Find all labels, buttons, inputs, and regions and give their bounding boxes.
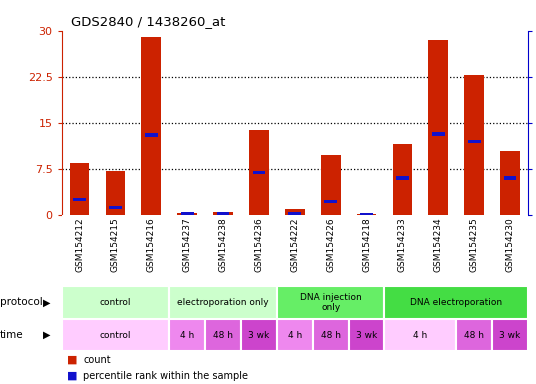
Bar — [392, 144, 412, 215]
Text: 48 h: 48 h — [464, 331, 484, 339]
Text: percentile rank within the sample: percentile rank within the sample — [83, 371, 248, 381]
Text: protocol: protocol — [0, 297, 43, 308]
Bar — [109, 206, 122, 209]
Bar — [312, 319, 348, 351]
Text: GSM154230: GSM154230 — [505, 217, 515, 272]
Text: GSM154238: GSM154238 — [219, 217, 228, 272]
Bar — [456, 319, 492, 351]
Text: 3 wk: 3 wk — [356, 331, 377, 339]
Bar — [277, 286, 384, 319]
Bar — [396, 177, 409, 180]
Bar — [428, 40, 448, 215]
Text: GSM154218: GSM154218 — [362, 217, 371, 272]
Bar — [285, 209, 304, 215]
Text: 48 h: 48 h — [213, 331, 233, 339]
Text: ▶: ▶ — [43, 330, 51, 340]
Bar — [288, 212, 301, 215]
Bar — [70, 163, 90, 215]
Bar — [468, 140, 481, 143]
Bar — [181, 212, 193, 215]
Text: control: control — [100, 331, 131, 339]
Bar — [360, 213, 373, 216]
Bar — [145, 133, 158, 137]
Bar — [504, 177, 517, 180]
Bar — [252, 171, 265, 174]
Text: DNA electroporation: DNA electroporation — [410, 298, 502, 307]
Bar — [73, 198, 86, 201]
Text: ■: ■ — [67, 371, 78, 381]
Text: GDS2840 / 1438260_at: GDS2840 / 1438260_at — [71, 15, 225, 28]
Bar — [106, 171, 125, 215]
Text: GSM154237: GSM154237 — [183, 217, 192, 272]
Text: 48 h: 48 h — [321, 331, 341, 339]
Text: electroporation only: electroporation only — [177, 298, 269, 307]
Bar — [62, 286, 169, 319]
Text: 4 h: 4 h — [413, 331, 428, 339]
Text: GSM154236: GSM154236 — [255, 217, 263, 272]
Bar — [277, 319, 312, 351]
Bar — [384, 319, 456, 351]
Text: count: count — [83, 354, 111, 364]
Bar — [348, 319, 384, 351]
Bar — [384, 286, 528, 319]
Bar — [432, 132, 445, 136]
Bar — [62, 319, 169, 351]
Text: GSM154212: GSM154212 — [75, 217, 84, 272]
Text: GSM154235: GSM154235 — [470, 217, 479, 272]
Bar — [492, 319, 528, 351]
Bar — [356, 214, 376, 215]
Bar — [464, 75, 484, 215]
Text: time: time — [0, 330, 24, 340]
Bar — [217, 212, 229, 215]
Text: GSM154233: GSM154233 — [398, 217, 407, 272]
Text: GSM154234: GSM154234 — [434, 217, 443, 272]
Bar — [177, 213, 197, 215]
Text: DNA injection
only: DNA injection only — [300, 293, 362, 312]
Text: GSM154215: GSM154215 — [111, 217, 120, 272]
Bar — [324, 200, 337, 203]
Bar — [249, 130, 269, 215]
Bar — [500, 151, 520, 215]
Text: ■: ■ — [67, 354, 78, 364]
Text: GSM154226: GSM154226 — [326, 217, 335, 272]
Text: 4 h: 4 h — [288, 331, 302, 339]
Bar — [241, 319, 277, 351]
Bar — [169, 319, 205, 351]
Bar — [205, 319, 241, 351]
Text: 3 wk: 3 wk — [248, 331, 270, 339]
Text: control: control — [100, 298, 131, 307]
Text: 4 h: 4 h — [180, 331, 195, 339]
Bar — [169, 286, 277, 319]
Bar — [321, 155, 340, 215]
Bar — [213, 212, 233, 215]
Text: 3 wk: 3 wk — [500, 331, 520, 339]
Text: GSM154222: GSM154222 — [291, 217, 299, 271]
Text: GSM154216: GSM154216 — [147, 217, 156, 272]
Text: ▶: ▶ — [43, 297, 51, 308]
Bar — [142, 37, 161, 215]
